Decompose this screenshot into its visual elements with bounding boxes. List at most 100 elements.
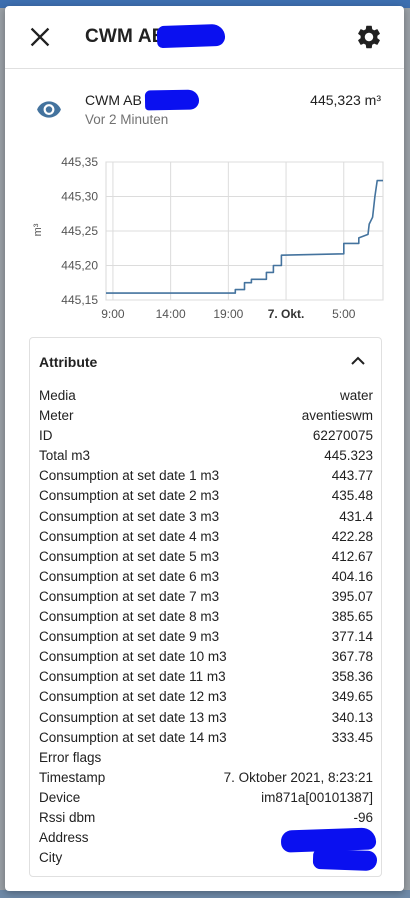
attribute-row: Consumption at set date 9 m3 377.14 <box>39 627 373 647</box>
attributes-list: Media water Meter aventieswm ID 62270075 Total… <box>39 386 373 868</box>
attribute-value: 385.65 <box>331 609 373 625</box>
attribute-key: Error flags <box>39 749 102 765</box>
attribute-row: Timestamp 7. Oktober 2021, 8:23:21 <box>39 768 373 788</box>
attribute-key: Consumption at set date 11 m3 <box>39 669 226 685</box>
y-axis-label: m³ <box>32 223 44 236</box>
dialog-header: CWM AB <box>5 6 404 69</box>
attribute-row: Consumption at set date 12 m3 349.65 <box>39 687 373 707</box>
attribute-key: ID <box>39 428 53 444</box>
more-info-dialog: CWM AB CWM AB Vor 2 Minuten 445,323 m³ 4… <box>5 6 404 891</box>
attribute-key: Timestamp <box>39 769 106 785</box>
x-tick-label: 19:00 <box>213 307 243 321</box>
y-tick-label: 445,30 <box>61 190 98 204</box>
attribute-key: Meter <box>39 408 74 424</box>
entity-last-changed: Vor 2 Minuten <box>85 112 169 127</box>
attribute-value: 349.65 <box>331 689 373 705</box>
attribute-value: 443.77 <box>331 468 373 484</box>
attribute-row: Consumption at set date 14 m3 333.45 <box>39 728 373 748</box>
attributes-panel: Attribute Media water Meter aventieswm ID 622… <box>29 337 382 877</box>
series-line <box>106 179 383 294</box>
attribute-row: Consumption at set date 11 m3 358.36 <box>39 667 373 687</box>
attribute-value: -96 <box>353 809 373 825</box>
attribute-row: Meter aventieswm <box>39 406 373 426</box>
attribute-value: 412.67 <box>331 548 373 564</box>
attribute-row: Consumption at set date 5 m3 412.67 <box>39 547 373 567</box>
attribute-row: Total m3 445.323 <box>39 446 373 466</box>
history-chart-svg: 445,35 445,30 445,25 445,20 445,159:00 14:00 1… <box>32 155 384 321</box>
attribute-value: im871a[00101387] <box>261 789 373 805</box>
attribute-key: Address <box>39 830 89 846</box>
attribute-value: 377.14 <box>331 629 373 645</box>
attribute-row: Consumption at set date 6 m3 404.16 <box>39 567 373 587</box>
y-tick-label: 445,15 <box>61 293 98 307</box>
background-app-strip <box>0 0 410 8</box>
attribute-key: Consumption at set date 13 m3 <box>39 709 227 725</box>
background-bottom-edge <box>0 890 410 898</box>
redaction-mark <box>144 89 200 111</box>
attribute-key: Consumption at set date 1 m3 <box>39 468 220 484</box>
entity-state: 445,323 m³ <box>310 92 381 108</box>
attribute-key: Media <box>39 388 76 403</box>
background-left-edge <box>0 8 6 898</box>
attribute-key: Consumption at set date 7 m3 <box>39 588 220 604</box>
gear-icon <box>358 25 380 49</box>
dialog-title: CWM AB <box>85 26 166 47</box>
attribute-key: Consumption at set date 4 m3 <box>39 528 220 544</box>
attribute-key: City <box>39 850 63 866</box>
attribute-key: Consumption at set date 12 m3 <box>39 689 227 705</box>
attribute-value: 358.36 <box>331 669 373 685</box>
attribute-key: Consumption at set date 6 m3 <box>39 568 220 584</box>
attribute-value: 431.4 <box>339 508 373 524</box>
background-right-edge <box>404 8 410 898</box>
attribute-key: Consumption at set date 8 m3 <box>39 609 220 625</box>
attribute-value: 62270075 <box>312 428 373 444</box>
attribute-row: Rssi dbm -96 <box>39 808 373 828</box>
attribute-row: Device im871a[00101387] <box>39 788 373 808</box>
y-tick-label: 445,35 <box>61 155 98 169</box>
attribute-value: aventieswm <box>301 408 373 424</box>
history-chart[interactable]: 445,35 445,30 445,25 445,20 445,15 9:00 14:00 1… <box>5 142 404 322</box>
attribute-value: 340.13 <box>331 709 373 725</box>
attribute-row: Consumption at set date 10 m3 367.78 <box>39 647 373 667</box>
attribute-row: Consumption at set date 8 m3 385.65 <box>39 607 373 627</box>
attribute-key: Consumption at set date 2 m3 <box>39 488 220 504</box>
x-tick-label: 7. Okt. <box>268 307 305 321</box>
attribute-key: Total m3 <box>39 448 91 464</box>
attribute-row: Consumption at set date 1 m3 443.77 <box>39 466 373 486</box>
attribute-row: Consumption at set date 3 m3 431.4 <box>39 507 373 527</box>
close-icon <box>30 27 50 47</box>
attribute-value: 422.28 <box>331 528 373 544</box>
redaction-mark <box>312 848 378 872</box>
attribute-value: 435.48 <box>331 488 373 504</box>
attribute-value: 395.07 <box>331 588 373 604</box>
chevron-up-icon <box>351 356 365 365</box>
attribute-key: Rssi dbm <box>39 809 96 825</box>
eye-icon <box>37 101 61 118</box>
attribute-key: Consumption at set date 10 m3 <box>39 649 227 665</box>
x-tick-label: 14:00 <box>156 307 186 321</box>
attributes-expander[interactable]: Attribute <box>30 338 381 384</box>
y-tick-label: 445,25 <box>61 224 98 238</box>
attribute-row: City <box>39 848 373 868</box>
attribute-key: Consumption at set date 14 m3 <box>39 729 227 745</box>
attribute-value: 333.45 <box>331 729 373 745</box>
attribute-key: Consumption at set date 5 m3 <box>39 548 220 564</box>
attribute-row: Media water <box>39 386 373 406</box>
attribute-value: 445.323 <box>324 448 373 464</box>
attribute-value: 367.78 <box>331 649 373 665</box>
attribute-value: 404.16 <box>331 568 373 584</box>
attributes-title: Attribute <box>39 354 98 370</box>
attribute-value: 7. Oktober 2021, 8:23:21 <box>223 769 373 785</box>
entity-row: CWM AB Vor 2 Minuten 445,323 m³ <box>5 88 404 132</box>
attribute-row: ID 62270075 <box>39 426 373 446</box>
entity-name: CWM AB <box>85 92 142 108</box>
settings-button[interactable] <box>355 23 383 51</box>
attribute-value: water <box>339 388 373 403</box>
attribute-row: Consumption at set date 13 m3 340.13 <box>39 708 373 728</box>
attribute-key: Consumption at set date 3 m3 <box>39 508 220 524</box>
y-tick-label: 445,20 <box>61 259 98 273</box>
close-button[interactable] <box>27 24 53 50</box>
attribute-row: Consumption at set date 4 m3 422.28 <box>39 527 373 547</box>
attribute-row: Address <box>39 828 373 848</box>
attribute-row: Error flags <box>39 748 373 768</box>
